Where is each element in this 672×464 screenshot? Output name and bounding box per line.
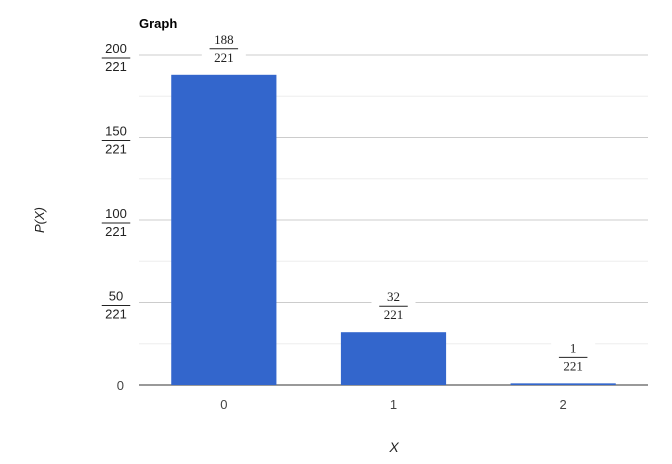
y-tick-label-numerator: 50 (109, 289, 123, 304)
y-tick-label-numerator: 150 (105, 124, 127, 139)
data-label-0-denominator: 221 (214, 50, 234, 65)
y-tick-label-denominator: 221 (105, 142, 127, 157)
y-tick-label-denominator: 221 (105, 307, 127, 322)
bars (171, 74, 616, 385)
bar-0 (171, 74, 277, 385)
y-tick-label-denominator: 221 (105, 59, 127, 74)
chart-title: Graph (139, 16, 178, 31)
data-label-1-numerator: 32 (387, 289, 400, 304)
x-axis-ticks: 0 1 2 (220, 397, 567, 412)
data-label-1-denominator: 221 (384, 307, 404, 322)
y-tick-label-numerator: 100 (105, 206, 127, 221)
data-label-0-numerator: 188 (214, 32, 234, 47)
x-tick-label: 0 (220, 397, 227, 412)
y-tick-label: 0 (117, 378, 124, 393)
bar-1 (340, 332, 447, 385)
bar-2 (510, 383, 616, 385)
y-tick-label-numerator: 200 (105, 41, 127, 56)
x-axis-label: X (388, 439, 399, 455)
data-label-2-denominator: 221 (563, 358, 583, 373)
y-axis-label: P(X) (32, 207, 47, 233)
y-tick-label-denominator: 221 (105, 224, 127, 239)
data-label-2-numerator: 1 (570, 340, 577, 355)
x-tick-label: 2 (560, 397, 567, 412)
x-tick-label: 1 (390, 397, 397, 412)
